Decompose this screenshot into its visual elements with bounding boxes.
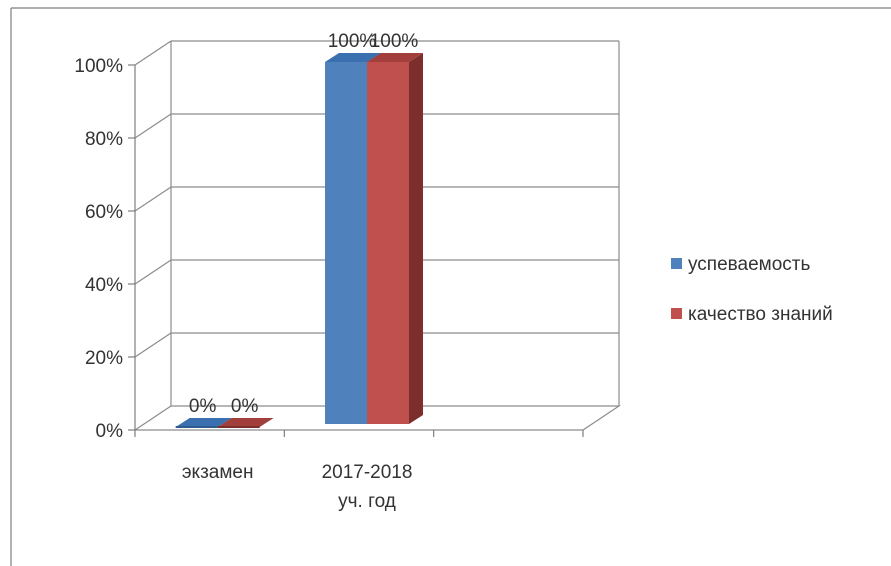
- y-tick-label: 40%: [85, 275, 123, 296]
- y-tick-label: 60%: [85, 202, 123, 223]
- x-category-label: экзамен: [182, 462, 254, 483]
- y-tick-label: 100%: [74, 56, 123, 77]
- y-tick-label: 80%: [85, 129, 123, 150]
- bar-top: [175, 418, 232, 427]
- legend-swatch: [671, 308, 682, 319]
- x-category-label: 2017-2018: [322, 462, 413, 483]
- bar-top: [217, 418, 274, 427]
- bar-top: [367, 53, 423, 62]
- gridline-side: [134, 113, 172, 139]
- bar-top: [325, 53, 381, 62]
- gridline-side: [134, 259, 172, 285]
- gridline-side: [134, 40, 172, 66]
- data-label: 100%: [370, 31, 419, 52]
- gridline-side: [134, 186, 172, 212]
- legend-swatch: [671, 258, 682, 269]
- legend-label: успеваемость: [688, 254, 810, 275]
- bar-side: [409, 53, 423, 424]
- x-category-label: уч. год: [338, 491, 396, 512]
- data-label: 100%: [328, 31, 377, 52]
- bar-front: [367, 62, 409, 424]
- data-label: 0%: [231, 396, 259, 417]
- y-tick-label: 0%: [96, 421, 124, 442]
- gridline-side: [134, 332, 172, 358]
- y-tick-label: 20%: [85, 348, 123, 369]
- bar-front: [325, 62, 367, 424]
- legend-label: качество знаний: [688, 304, 833, 325]
- data-label: 0%: [189, 396, 217, 417]
